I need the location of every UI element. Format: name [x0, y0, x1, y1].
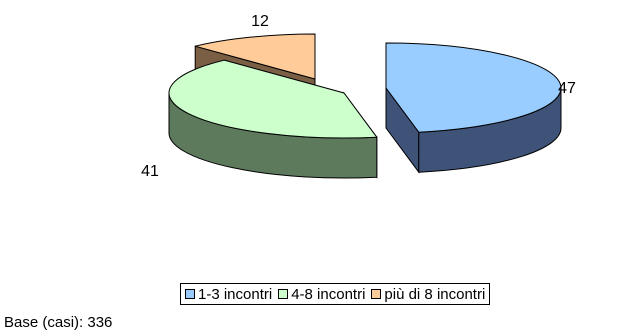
- data-label-over-8: 12: [251, 13, 269, 30]
- legend-item-over-8: più di 8 incontri: [371, 286, 485, 303]
- base-note: Base (casi): 336: [4, 314, 113, 331]
- pie-slice-4-8: [168, 59, 378, 139]
- legend-label-1-3: 1-3 incontri: [198, 285, 273, 303]
- legend-label-4-8: 4-8 incontri: [291, 285, 366, 303]
- legend-swatch-4-8: [278, 289, 289, 299]
- legend-label-over-8: più di 8 incontri: [384, 285, 486, 303]
- data-label-4-8: 41: [141, 163, 159, 180]
- legend-swatch-1-3: [185, 289, 195, 299]
- legend-item-4-8: 4-8 incontri: [278, 286, 365, 303]
- pie-slice-over-8: [195, 33, 316, 80]
- legend-item-1-3: 1-3 incontri: [185, 286, 272, 303]
- pie-slice-1-3: [385, 42, 562, 133]
- legend-swatch-over-8: [371, 289, 382, 299]
- chart-legend: 1-3 incontri 4-8 incontri più di 8 incon…: [180, 283, 491, 305]
- data-label-1-3: 47: [558, 80, 576, 97]
